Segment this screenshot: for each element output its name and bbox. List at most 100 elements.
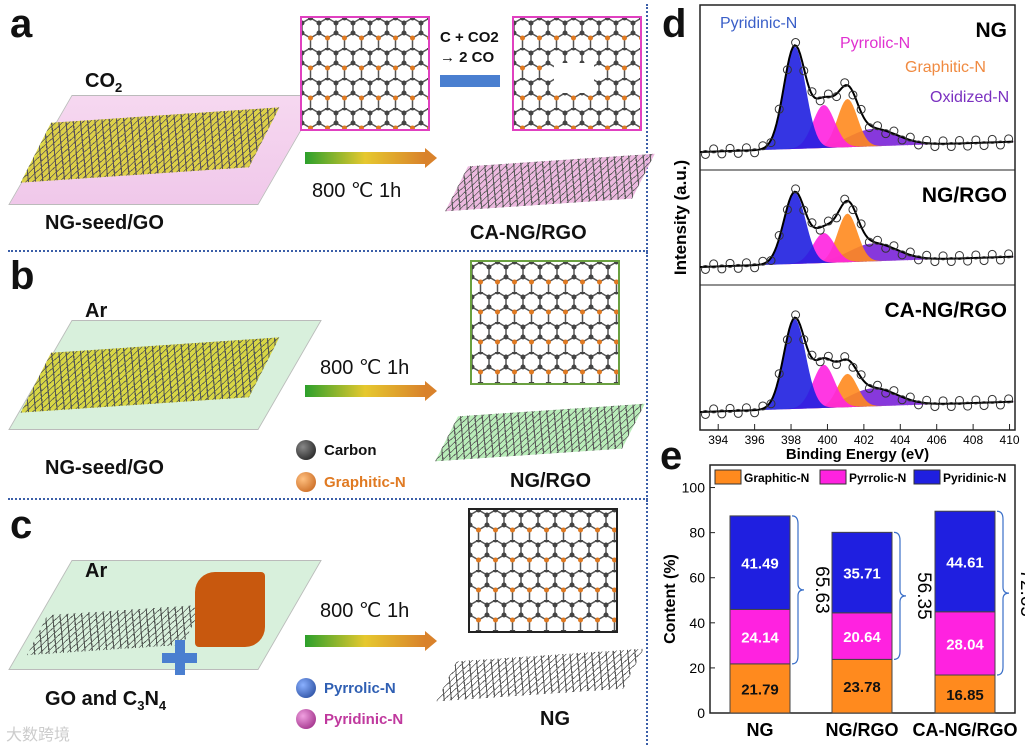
data-point <box>864 123 874 133</box>
data-point <box>881 243 891 253</box>
data-point <box>881 388 891 398</box>
data-point <box>930 402 940 412</box>
bar-chart: 0 20 40 60 80 100 Content (%) Graphitic-N Pyrrol… <box>662 464 1025 740</box>
data-point <box>807 218 817 228</box>
fit-envelope-line <box>699 44 1014 153</box>
bar-segment <box>934 510 996 613</box>
panel-b <box>8 252 648 500</box>
data-point <box>848 362 858 372</box>
peak-label: Pyrrolic-N <box>840 35 910 52</box>
data-point <box>873 235 883 245</box>
panel-c <box>8 500 648 745</box>
bar-segment <box>729 663 791 714</box>
brace-total-label: 65.63 <box>811 566 832 614</box>
data-point <box>954 136 964 146</box>
x-tick-label: 408 <box>963 433 983 447</box>
brace <box>893 531 907 660</box>
x-tick-label: 402 <box>854 433 874 447</box>
data-point <box>799 205 809 215</box>
y-tick-label: 60 <box>689 570 705 586</box>
data-point <box>791 310 801 320</box>
process-arrow <box>305 381 437 401</box>
data-point <box>840 194 850 204</box>
data-point <box>946 142 956 152</box>
bar-value-label: 28.04 <box>946 636 984 653</box>
bar-segment <box>831 612 893 660</box>
data-point <box>832 360 842 370</box>
xps-axes-frame <box>699 4 1016 431</box>
data-point <box>750 148 760 158</box>
data-point <box>799 66 809 76</box>
data-point <box>971 250 981 260</box>
data-point <box>946 402 956 412</box>
peak-label: Oxidized-N <box>930 89 1009 106</box>
y-tick-label: 80 <box>689 525 705 541</box>
data-point <box>709 144 719 154</box>
process-arrow <box>305 631 437 651</box>
data-point <box>815 96 825 106</box>
data-point <box>946 257 956 267</box>
bar-segment <box>934 611 996 676</box>
bar-value-label: 20.64 <box>843 629 881 646</box>
sample-label: NG-seed/GO <box>45 457 164 479</box>
lattice-inset-before <box>300 16 430 131</box>
data-point <box>782 205 792 215</box>
pyrrolic-n-atom-icon <box>296 678 316 698</box>
data-point <box>717 409 727 419</box>
condition-label: 800 ℃ 1h <box>320 357 410 379</box>
data-point <box>815 357 825 367</box>
data-point <box>733 263 743 273</box>
data-point <box>774 104 784 114</box>
data-point <box>717 264 727 274</box>
reaction-arrow <box>440 75 500 87</box>
data-point <box>782 335 792 345</box>
data-point <box>815 225 825 235</box>
data-point <box>840 352 850 362</box>
series-label: CA-NG/RGO <box>885 299 1008 322</box>
brace <box>791 515 805 665</box>
data-point <box>979 256 989 266</box>
data-point <box>725 258 735 268</box>
data-point <box>979 141 989 151</box>
peak-pyridinic-n <box>700 46 1015 152</box>
data-point <box>700 409 710 419</box>
gas-label-ar: Ar <box>85 300 108 322</box>
category-label: NG <box>747 720 774 740</box>
y-tick-label: 20 <box>689 660 705 676</box>
data-point <box>971 135 981 145</box>
data-point <box>774 369 784 379</box>
process-arrow <box>305 148 437 168</box>
y-tick-label: 0 <box>697 705 705 721</box>
data-point <box>889 241 899 251</box>
peak-graphitic-n <box>700 213 1015 267</box>
bar-segment <box>831 531 893 614</box>
legend-label: Pyrrolic-N <box>849 471 906 485</box>
product-label: CA-NG/RGO <box>470 222 587 244</box>
xps-chart: NG NG/RGO CA-NG/RGO Pyridinic-N Pyrrolic-N Gr… <box>671 4 1020 463</box>
data-point <box>930 257 940 267</box>
plus-icon <box>162 640 197 675</box>
data-point <box>856 219 866 229</box>
data-point <box>799 335 809 345</box>
x-tick-label: 400 <box>817 433 837 447</box>
data-point <box>913 255 923 265</box>
data-point <box>987 394 997 404</box>
data-point <box>832 213 842 223</box>
data-point <box>897 395 907 405</box>
gas-label-co2: CO2 <box>85 70 123 95</box>
bar-segment <box>729 608 791 665</box>
data-point <box>995 140 1005 150</box>
bar-value-label: 41.49 <box>741 556 779 573</box>
data-point <box>807 87 817 97</box>
peak-pyridinic-n <box>700 318 1015 412</box>
data-point <box>922 250 932 260</box>
data-point <box>856 104 866 114</box>
x-tick-label: 406 <box>927 433 947 447</box>
data-point <box>987 249 997 259</box>
data-point <box>954 251 964 261</box>
peak-label: Pyridinic-N <box>720 15 797 32</box>
peak-label: Graphitic-N <box>905 59 986 76</box>
data-point <box>807 350 817 360</box>
data-point <box>725 403 735 413</box>
gas-label-ar: Ar <box>85 560 108 582</box>
